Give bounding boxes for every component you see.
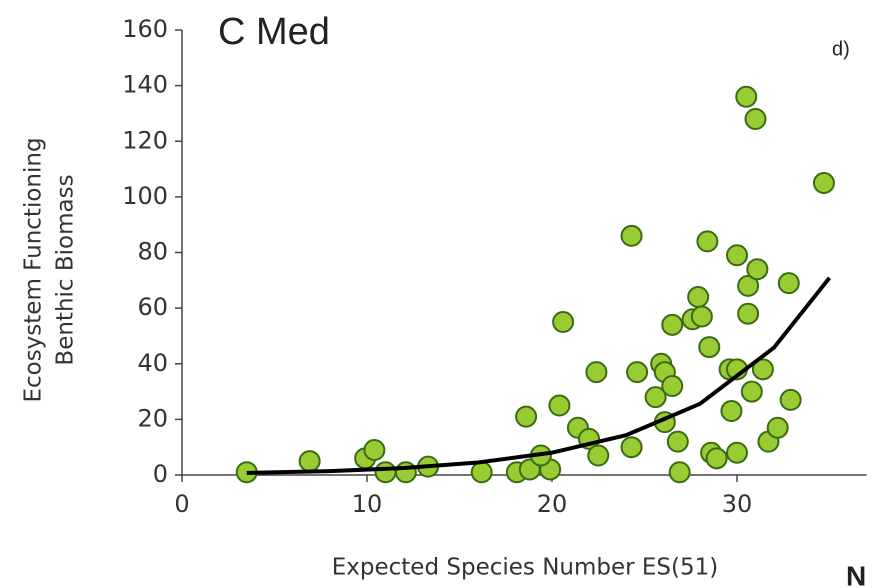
data-point xyxy=(394,461,417,484)
data-point xyxy=(746,258,769,281)
data-point xyxy=(696,230,719,253)
data-point xyxy=(740,380,763,403)
x-tick-label: 10 xyxy=(352,490,383,518)
y-axis-label: Benthic Biomass xyxy=(53,174,79,365)
data-point xyxy=(751,358,774,381)
data-point xyxy=(777,272,800,295)
data-point xyxy=(744,108,767,130)
data-point xyxy=(666,430,689,453)
data-point xyxy=(661,375,684,397)
y-axis-label: Ecosystem Functioning xyxy=(21,137,47,402)
data-point xyxy=(812,171,835,194)
chart-title: C Med xyxy=(218,11,330,53)
data-point xyxy=(735,85,758,108)
y-tick-label: 160 xyxy=(122,15,168,43)
data-point xyxy=(737,274,760,297)
trend-line xyxy=(246,276,832,475)
data-point xyxy=(766,416,789,439)
y-tick-label: 40 xyxy=(137,349,168,377)
data-point xyxy=(620,224,643,247)
data-point xyxy=(779,388,802,411)
x-tick-label: 30 xyxy=(722,490,753,518)
x-tick-label: 0 xyxy=(174,490,189,518)
data-point xyxy=(644,386,667,409)
data-point xyxy=(626,361,649,384)
data-point xyxy=(620,436,643,459)
y-tick-label: 0 xyxy=(153,460,168,488)
y-tick-label: 80 xyxy=(137,238,168,266)
data-point xyxy=(687,286,710,308)
data-point xyxy=(726,244,748,267)
data-point xyxy=(298,450,321,473)
x-tick-label: 20 xyxy=(537,490,568,518)
data-point xyxy=(698,336,721,359)
data-point xyxy=(661,313,684,336)
data-point xyxy=(720,400,743,423)
corner-text: N xyxy=(846,560,866,588)
y-tick-label: 60 xyxy=(137,293,168,321)
data-point xyxy=(470,461,493,484)
data-point xyxy=(552,311,575,334)
data-point xyxy=(585,361,608,384)
data-point xyxy=(726,441,748,464)
x-axis-label: Expected Species Number ES(51) xyxy=(332,555,719,581)
data-point xyxy=(515,405,538,428)
panel-label: d) xyxy=(832,38,850,60)
y-tick-label: 140 xyxy=(122,71,168,99)
data-point xyxy=(548,394,571,417)
data-point xyxy=(363,438,386,461)
y-tick-label: 120 xyxy=(122,126,168,154)
y-tick-label: 20 xyxy=(137,404,168,432)
data-point xyxy=(737,302,760,325)
data-point xyxy=(374,461,397,484)
y-tick-label: 100 xyxy=(122,182,168,210)
data-point xyxy=(690,305,713,328)
data-point xyxy=(705,447,728,470)
data-point xyxy=(668,461,691,484)
data-point xyxy=(587,444,610,467)
